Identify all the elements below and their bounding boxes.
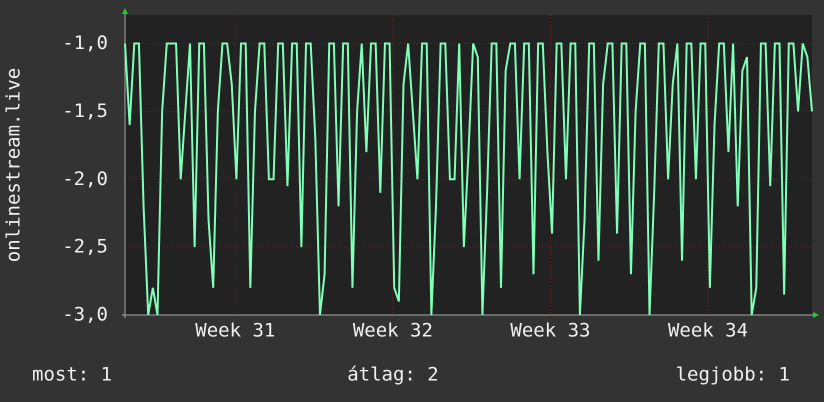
y-tick-label: -3,0 [62, 304, 108, 326]
x-arrow [813, 312, 819, 318]
y-tick-label: -2,5 [62, 236, 108, 258]
series-line [124, 42, 813, 316]
x-tick-label: Week 33 [510, 320, 590, 342]
stat-now: most: 1 [32, 364, 112, 386]
stat-avg: átlag: 2 [347, 364, 439, 386]
y-arrow [122, 8, 128, 14]
stat-best: legjobb: 1 [676, 364, 790, 386]
x-tick-label: Week 32 [353, 320, 433, 342]
y-tick-label: -1,0 [62, 32, 108, 54]
y-tick-label: -1,5 [62, 100, 108, 122]
y-tick-label: -2,0 [62, 168, 108, 190]
x-tick-label: Week 31 [195, 320, 275, 342]
x-tick-label: Week 34 [668, 320, 748, 342]
y-axis-label: onlinestream.live [3, 68, 25, 262]
